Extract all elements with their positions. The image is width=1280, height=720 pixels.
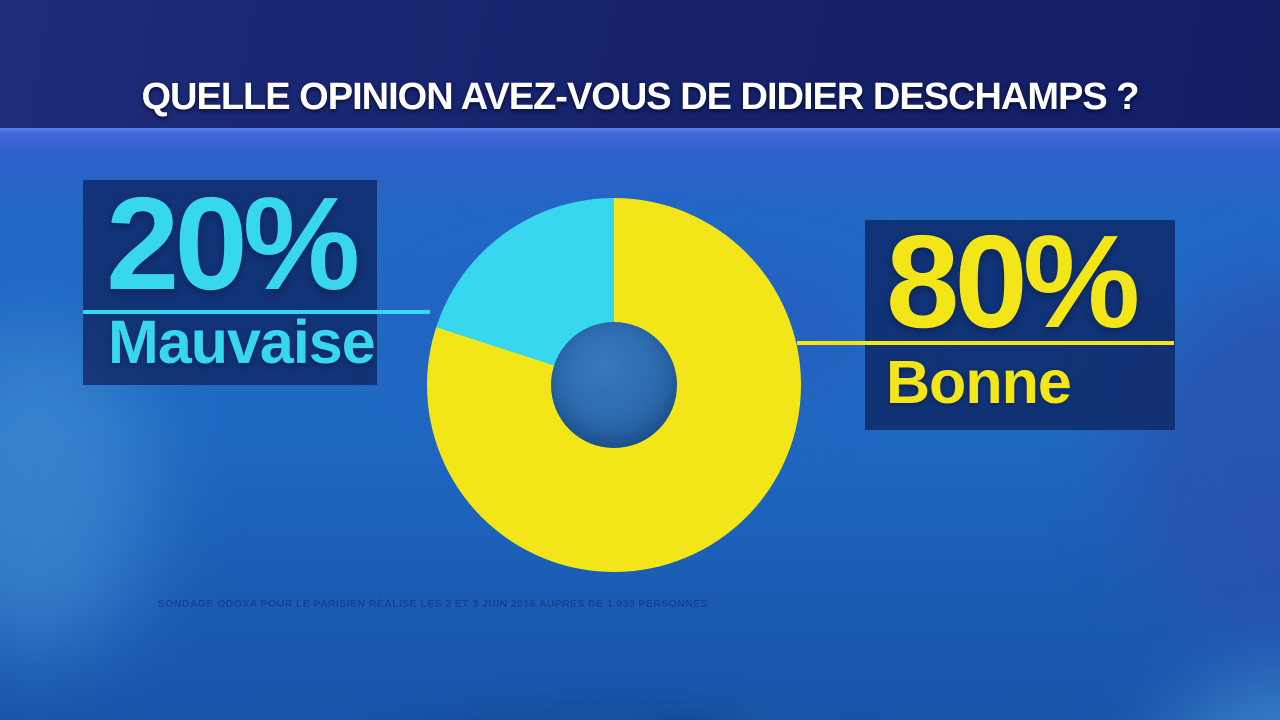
bonne-label: Bonne <box>886 348 1072 416</box>
bonne-leader-line <box>797 341 1174 345</box>
poll-question-title: QUELLE OPINION AVEZ-VOUS DE DIDIER DESCH… <box>141 76 1140 118</box>
background-blur-shape <box>471 712 690 720</box>
background-blur-shape <box>1150 678 1280 720</box>
bonne-percent-value: 80% <box>886 208 1140 355</box>
background-blur-shape <box>677 705 888 720</box>
bonne-callout-box <box>865 220 1175 430</box>
title-banner: QUELLE OPINION AVEZ-VOUS DE DIDIER DESCH… <box>0 0 1280 128</box>
mauvaise-callout-box <box>83 180 377 385</box>
survey-source-note: SONDAGE ODOXA POUR LE PARISIEN RÉALISÉ L… <box>158 598 708 610</box>
mauvaise-label: Mauvaise <box>108 308 376 376</box>
mauvaise-leader-line <box>83 310 430 314</box>
donut-hole <box>551 322 677 448</box>
mauvaise-percent-value: 20% <box>106 170 360 317</box>
